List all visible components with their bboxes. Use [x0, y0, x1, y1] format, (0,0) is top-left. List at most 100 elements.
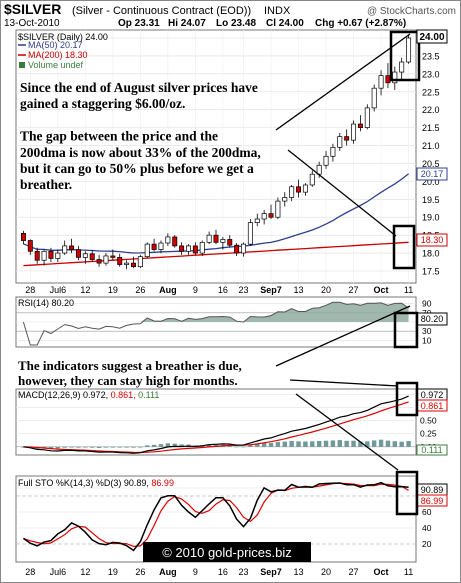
- price-y-tick: 23.5: [422, 51, 440, 61]
- candle: [254, 213, 260, 227]
- candle: [137, 254, 143, 269]
- sto-y-tick: 20: [422, 539, 432, 549]
- sto-x-label: Oct: [374, 567, 389, 577]
- macd-label-signal: 0.861,: [111, 390, 136, 400]
- quote-high: Hi 24.07: [168, 18, 206, 29]
- candle: [213, 229, 219, 245]
- last-ma200-tag: 18.30: [416, 233, 448, 247]
- rsi-label: RSI(14) 80.20: [18, 298, 74, 308]
- copyright-badge: © 2010 gold-prices.biz: [143, 542, 311, 562]
- svg-text:20.17: 20.17: [421, 169, 444, 179]
- sto-x-label: 19: [108, 567, 118, 577]
- macd-hist-bar: [248, 444, 253, 447]
- macd-hist-bar: [241, 446, 246, 448]
- candle: [192, 242, 198, 255]
- candle: [344, 129, 350, 146]
- quote-change: Chg +0.67 (+2.87%): [315, 18, 406, 29]
- macd-hist-bar: [323, 440, 329, 447]
- macd-hist-bar: [344, 440, 349, 447]
- macd-hist-bar: [385, 440, 391, 447]
- rsi-y-tick: 90: [422, 299, 432, 309]
- macd-hist-bar: [399, 441, 404, 447]
- candle: [20, 230, 26, 245]
- candle: [158, 240, 164, 254]
- last-price-tag: 24.00: [416, 29, 448, 44]
- macd-hist-bar: [351, 440, 356, 447]
- sto-x-label: 23: [239, 567, 249, 577]
- header-symbol: $SILVER: [4, 1, 61, 17]
- sto-last-d: 86.99: [421, 496, 444, 506]
- candle: [206, 231, 212, 245]
- sto-last-tags: 90.89 86.99: [416, 483, 448, 507]
- macd-hist-bar: [48, 446, 54, 449]
- sto-label-prefix: Full STO %K(14,3) %D(3): [18, 478, 121, 488]
- candles-group: [20, 35, 412, 270]
- rsi-y-tick: 10: [422, 335, 432, 345]
- rsi-last-tag: 80.20: [416, 312, 448, 326]
- header-exchange: INDX: [264, 5, 291, 17]
- macd-hist-bar: [303, 441, 308, 447]
- macd-hist-bar: [76, 446, 81, 448]
- macd-hist-bar: [268, 443, 274, 447]
- macd-hist-bar: [406, 440, 411, 447]
- price-x-label: 12: [80, 285, 90, 295]
- rsi-pointer-line: [275, 305, 411, 367]
- sto-x-label: 16: [218, 567, 228, 577]
- price-y-tick: 19.0: [422, 213, 440, 223]
- candle: [234, 243, 240, 256]
- price-x-label: 19: [108, 285, 118, 295]
- rsi-highlight-box: [393, 311, 419, 349]
- gap-pointer-line: [287, 149, 397, 237]
- macd-hist-bar: [110, 446, 116, 448]
- annotation-line: The gap between the price and the: [20, 129, 218, 144]
- annotation-line: Since the end of August silver prices ha…: [20, 80, 258, 95]
- macd-label-value: 0.972,: [83, 390, 108, 400]
- rsi-y-tick: 30: [422, 326, 432, 336]
- ma50-line-group: [23, 173, 410, 254]
- macd-hist-bar: [282, 441, 287, 447]
- header-brand: @ StockCharts.com: [367, 6, 456, 17]
- ma200-line-group: [23, 241, 409, 267]
- candle: [357, 115, 363, 132]
- sto-last-k: 90.89: [421, 485, 444, 495]
- macd-hist-bar: [172, 443, 177, 447]
- header-description: (Silver - Continuous Contract (EOD)): [72, 5, 251, 17]
- price-x-label: 28: [25, 285, 35, 295]
- candle: [302, 183, 308, 196]
- candle: [323, 150, 329, 169]
- candle: [241, 242, 246, 257]
- last-ma50-tag: 20.17: [416, 167, 448, 181]
- candle: [289, 184, 295, 202]
- price-x-label: Oct: [374, 285, 389, 295]
- sto-label: Full STO %K(14,3) %D(3) 90.89, 86.99: [18, 478, 174, 488]
- macd-hist-bar: [206, 444, 212, 447]
- price-y-tick: 23.0: [422, 69, 440, 79]
- macd-y-tick: 0.50: [420, 416, 437, 426]
- legend-volume: Volume undef: [28, 60, 84, 70]
- candle: [378, 70, 384, 96]
- ma50-line: [23, 173, 410, 254]
- candle: [275, 197, 281, 220]
- macd-hist-bar: [316, 441, 322, 447]
- macd-hist-bar: [55, 446, 61, 449]
- sto-highlight-box: [395, 470, 419, 516]
- legend-price: $SILVER (Daily) 24.00: [18, 32, 108, 42]
- sto-pointer-line: [295, 393, 399, 471]
- macd-label-prefix: MACD(12,26,9): [18, 390, 81, 400]
- candle: [34, 247, 40, 264]
- macd-hist-bar: [365, 441, 370, 447]
- main-annotation: Since the end of August silver prices ha…: [20, 80, 261, 192]
- legend-ma50: MA(50) 20.17: [28, 40, 83, 50]
- rsi-overbought-fill: [23, 302, 409, 322]
- price-x-label: 16: [218, 285, 228, 295]
- sto-label-k: 90.89,: [124, 478, 149, 488]
- macd-hist-bar: [234, 446, 239, 448]
- macd-hist-bar: [158, 444, 164, 447]
- sto-x-label: Aug: [159, 567, 177, 577]
- macd-hist-bar: [131, 446, 136, 448]
- candle: [124, 260, 130, 270]
- macd-hist-bar: [337, 440, 342, 447]
- macd-last-hist: 0.111: [421, 445, 442, 455]
- macd-label-hist: 0.111: [138, 390, 159, 400]
